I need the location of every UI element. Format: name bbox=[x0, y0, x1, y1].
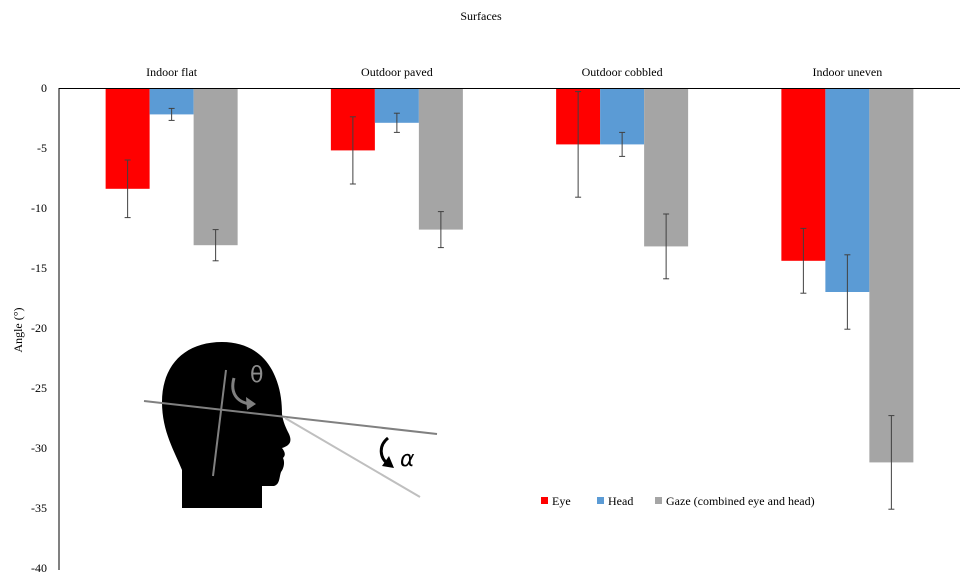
category-label: Indoor uneven bbox=[813, 65, 883, 79]
y-tick-label: -5 bbox=[37, 141, 47, 155]
alpha-arrowhead-icon bbox=[382, 456, 394, 468]
theta-label: θ bbox=[250, 363, 263, 388]
category-label: Outdoor paved bbox=[361, 65, 433, 79]
y-tick-label: 0 bbox=[41, 81, 47, 95]
category-labels: Indoor flat Outdoor paved Outdoor cobbled I… bbox=[146, 65, 882, 79]
y-tick-labels: 0 -5 -10 -15 -20 -25 -30 -35 -40 bbox=[31, 81, 47, 575]
chart-title: Surfaces bbox=[460, 9, 502, 23]
y-tick-label: -30 bbox=[31, 441, 47, 455]
head-profile-icon bbox=[162, 342, 291, 508]
error-bars bbox=[124, 91, 895, 510]
legend: Eye Head Gaze (combined eye and head) bbox=[541, 494, 815, 508]
legend-label: Gaze (combined eye and head) bbox=[666, 494, 815, 508]
y-axis-label: Angle (°) bbox=[11, 307, 25, 352]
y-tick-label: -20 bbox=[31, 321, 47, 335]
gaze-direction-line bbox=[284, 417, 421, 498]
y-tick-label: -40 bbox=[31, 561, 47, 575]
head-angle-illustration: θ α bbox=[143, 342, 438, 508]
legend-swatch-gaze bbox=[655, 497, 662, 504]
y-tick-label: -25 bbox=[31, 381, 47, 395]
category-label: Outdoor cobbled bbox=[582, 65, 663, 79]
legend-swatch-head bbox=[597, 497, 604, 504]
bar-gaze bbox=[418, 88, 463, 230]
category-label: Indoor flat bbox=[146, 65, 198, 79]
bar-gaze bbox=[869, 88, 914, 463]
y-tick-label: -10 bbox=[31, 201, 47, 215]
bar-gaze bbox=[193, 88, 238, 246]
y-tick-label: -15 bbox=[31, 261, 47, 275]
head-vertical-axis bbox=[212, 369, 227, 477]
alpha-label: α bbox=[400, 447, 415, 472]
legend-swatch-eye bbox=[541, 497, 548, 504]
legend-label: Eye bbox=[552, 494, 571, 508]
theta-arrowhead-icon bbox=[246, 397, 256, 410]
gaze-reference-line bbox=[143, 400, 438, 435]
y-tick-label: -35 bbox=[31, 501, 47, 515]
legend-label: Head bbox=[608, 494, 633, 508]
